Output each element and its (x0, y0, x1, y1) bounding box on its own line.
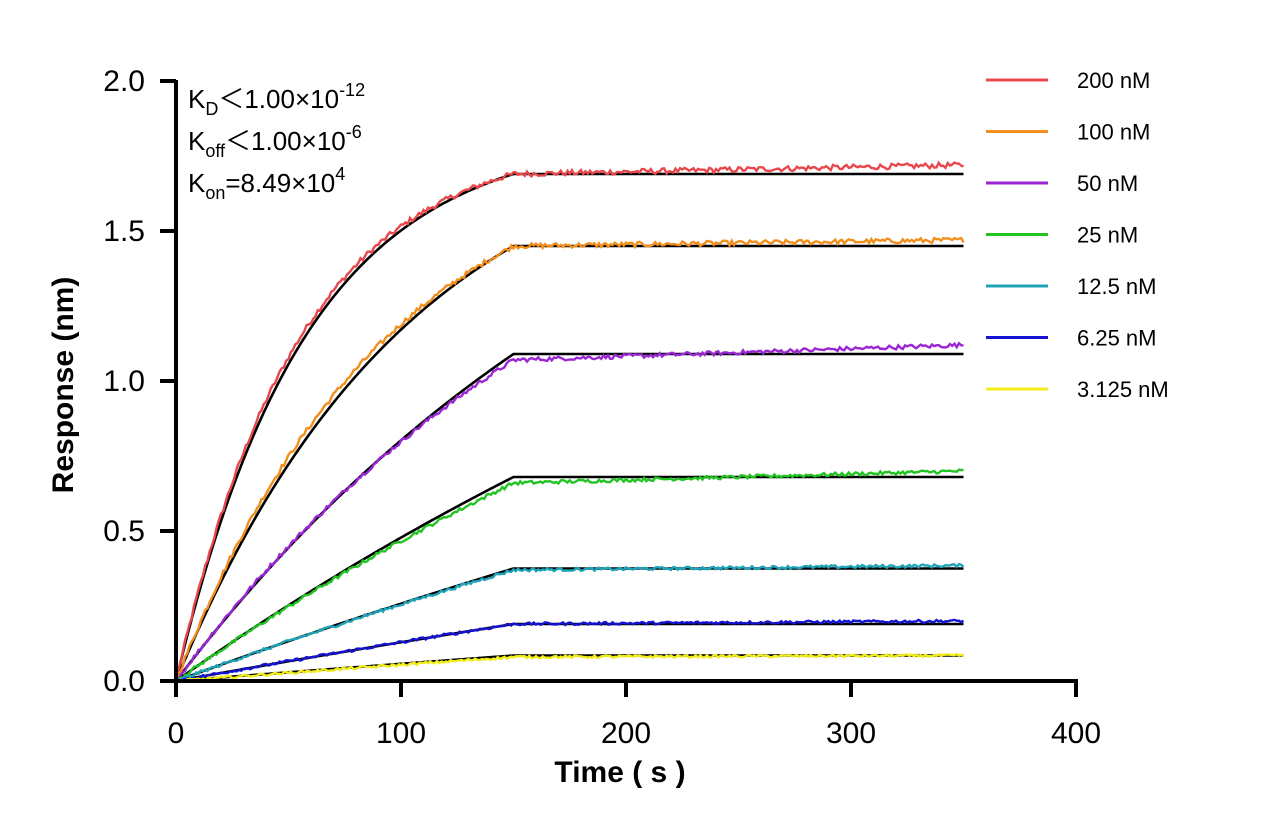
data-series (174, 160, 965, 683)
fit-curve (175, 475, 964, 683)
legend-label: 6.25 nM (1077, 326, 1157, 351)
x-tick-label: 400 (1051, 717, 1101, 750)
legend-label: 100 nM (1077, 120, 1150, 145)
x-tick-label: 300 (826, 717, 876, 750)
y-tick-label: 0.5 (103, 515, 145, 548)
x-tick-label: 200 (601, 717, 651, 750)
x-axis-title: Time ( s ) (554, 756, 685, 789)
legend-label: 25 nM (1077, 223, 1138, 248)
series-line-200-nm (174, 160, 964, 682)
legend-label: 50 nM (1077, 171, 1138, 196)
series-line-6-25-nm (175, 618, 965, 683)
y-tick-label: 1.0 (103, 365, 145, 398)
series-line-12-5-nm (175, 562, 965, 682)
series-line-25-nm (175, 468, 964, 683)
y-axis-title: Response (nm) (47, 277, 80, 494)
series-line-50-nm (175, 341, 964, 683)
y-tick-label: 0.0 (103, 665, 145, 698)
x-tick-label: 100 (376, 717, 426, 750)
series-line-3-125-nm (175, 652, 965, 683)
fit-curve (174, 244, 964, 682)
y-tick-label: 2.0 (103, 65, 145, 98)
x-tick-label: 0 (168, 717, 185, 750)
legend-label: 12.5 nM (1077, 274, 1157, 299)
series-line-100-nm (174, 236, 965, 682)
legend-label: 3.125 nM (1077, 377, 1169, 402)
kon-annotation: Kon=8.49×104 (188, 164, 345, 203)
kinetics-annotation: KD＜1.00×10-12 Koff＜1.00×10-6 Kon=8.49×10… (188, 80, 365, 203)
legend-label: 200 nM (1077, 68, 1150, 93)
axis-ticks: 0 100 200 300 400 0.0 0.5 1.0 1.5 2.0 (103, 65, 1101, 750)
kd-annotation: KD＜1.00×10-12 (188, 80, 365, 119)
legend: 200 nM 100 nM 50 nM 25 nM 12.5 nM 6.25 nM 3.12… (986, 68, 1169, 402)
koff-annotation: Koff＜1.00×10-6 (188, 122, 362, 161)
fit-curve (174, 352, 964, 682)
y-tick-label: 1.5 (103, 215, 145, 248)
